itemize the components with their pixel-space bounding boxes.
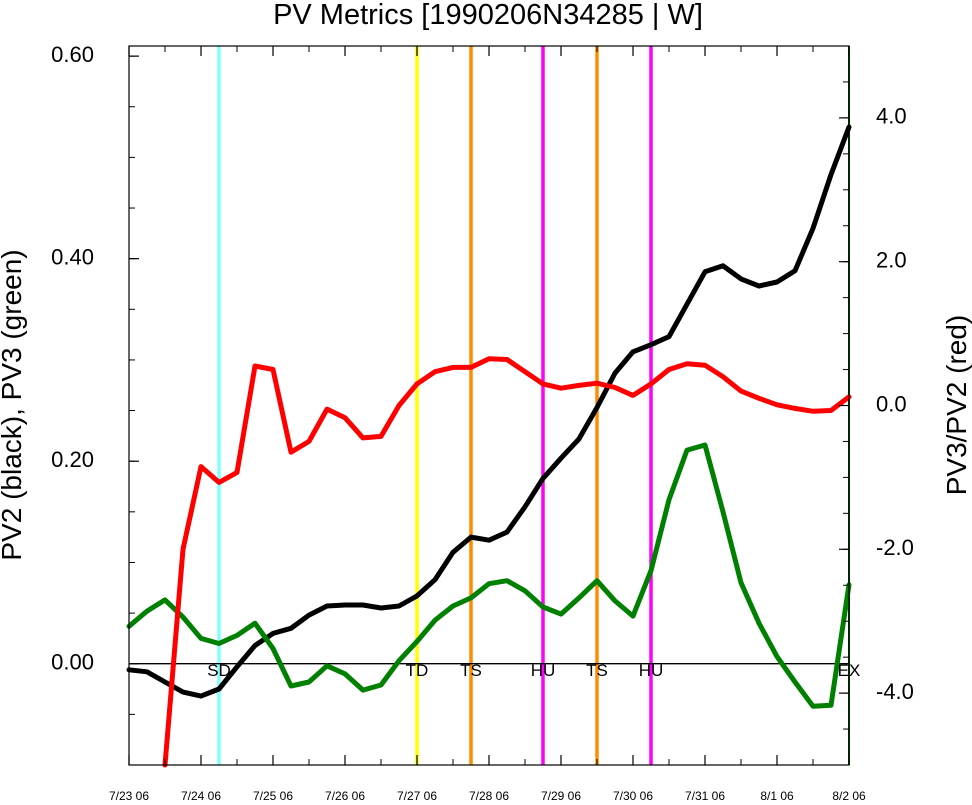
event-marker-label-3: HU xyxy=(531,661,556,680)
x-tick-label-10: 8/2 06 xyxy=(832,789,866,803)
x-tick-label-9: 8/1 06 xyxy=(760,789,794,803)
x-tick-label-1: 7/24 06 xyxy=(181,789,221,803)
right-tick-label-3: -2.0 xyxy=(876,535,914,560)
y-axis-label-left: PV2 (black), PV3 (green) xyxy=(0,249,27,560)
pv3-line xyxy=(126,442,852,709)
right-tick-label-2: 0.0 xyxy=(876,391,907,416)
x-tick-label-3: 7/26 06 xyxy=(325,789,365,803)
x-tick-label-5: 7/28 06 xyxy=(469,789,509,803)
left-tick-label-1: 0.40 xyxy=(51,244,94,269)
left-tick-label-0: 0.60 xyxy=(51,42,94,67)
event-marker-label-0: SD xyxy=(207,661,231,680)
pv3-pv2-ratio-line xyxy=(162,356,852,768)
x-tick-label-4: 7/27 06 xyxy=(397,789,437,803)
x-tick-label-6: 7/29 06 xyxy=(541,789,581,803)
x-tick-label-0: 7/23 06 xyxy=(109,789,149,803)
data-series xyxy=(126,124,852,768)
axis-ticks: 0.60 0.40 0.20 0.00 4.0 2.0 0.0 -2.0 -4.0 7/23 06… xyxy=(51,42,914,803)
pv2-line xyxy=(126,124,852,699)
right-tick-label-1: 2.0 xyxy=(876,248,907,273)
event-marker-labels: SD TD TS HU TS HU EX xyxy=(207,661,860,680)
event-marker-label-5: HU xyxy=(639,661,664,680)
event-marker-label-2: TS xyxy=(460,661,482,680)
x-tick-label-8: 7/31 06 xyxy=(685,789,725,803)
plot-frame xyxy=(128,45,850,766)
chart-title: PV Metrics [1990206N34285 | W] xyxy=(273,0,703,31)
event-markers xyxy=(217,46,850,765)
event-marker-label-4: TS xyxy=(586,661,608,680)
left-tick-label-3: 0.00 xyxy=(51,650,94,675)
y-axis-label-right: PV3/PV2 (red) xyxy=(941,315,972,496)
right-tick-label-0: 4.0 xyxy=(876,104,907,129)
right-tick-label-4: -4.0 xyxy=(876,679,914,704)
x-tick-label-7: 7/30 06 xyxy=(613,789,653,803)
left-tick-label-2: 0.20 xyxy=(51,447,94,472)
x-tick-label-2: 7/25 06 xyxy=(253,789,293,803)
event-marker-label-1: TD xyxy=(406,661,429,680)
